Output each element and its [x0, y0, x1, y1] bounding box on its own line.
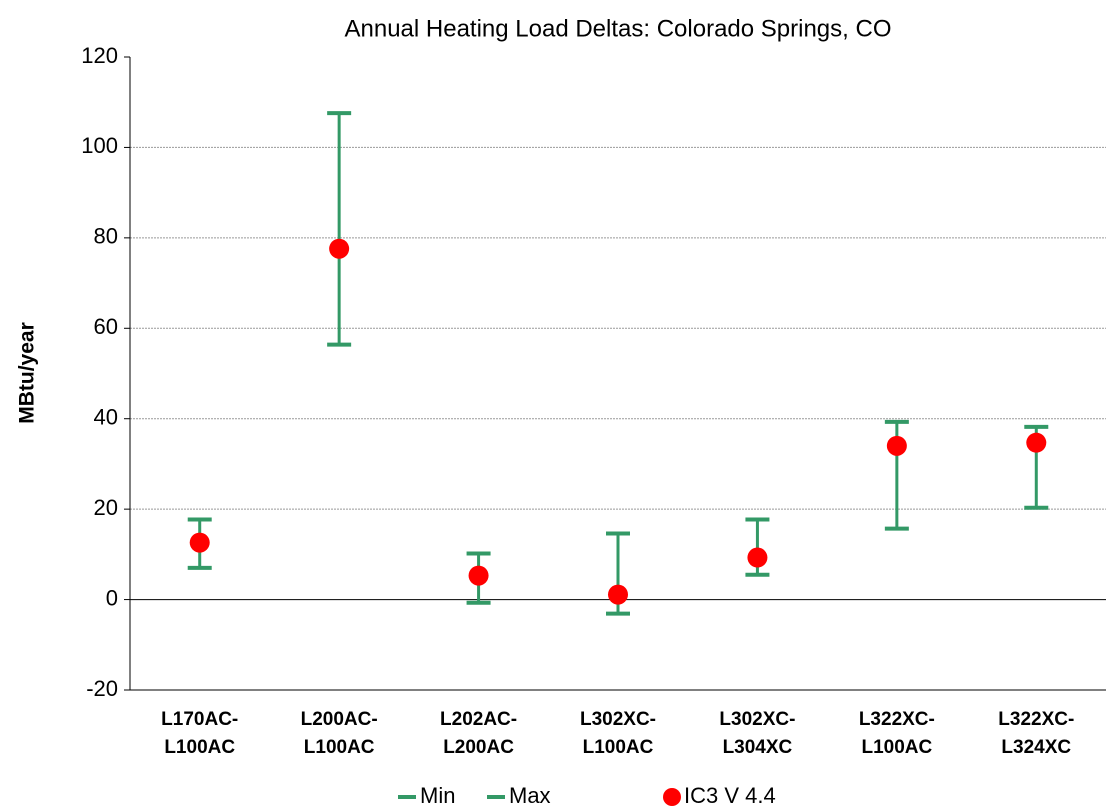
- legend-label: Max: [509, 783, 551, 808]
- point: [747, 547, 768, 568]
- y-tick-label: 100: [81, 133, 118, 158]
- point: [329, 238, 350, 259]
- y-tick-label: -20: [86, 676, 118, 701]
- x-tick-label: L324XC: [1001, 737, 1071, 758]
- y-tick-label: 80: [94, 224, 118, 249]
- y-tick-label: 0: [106, 585, 118, 610]
- x-tick-label: L200AC-: [301, 709, 378, 730]
- x-tick-label: L302XC-: [580, 709, 656, 730]
- y-tick-label: 20: [94, 495, 118, 520]
- y-tick-label: 60: [94, 314, 118, 339]
- point: [1026, 432, 1047, 453]
- x-tick-label: L304XC: [723, 737, 793, 758]
- y-tick-label: 40: [94, 405, 118, 430]
- legend-marker: [663, 788, 681, 806]
- point: [608, 584, 628, 605]
- chart-title: Annual Heating Load Deltas: Colorado Spr…: [345, 15, 892, 42]
- point: [886, 435, 907, 456]
- x-tick-label: L302XC-: [719, 709, 795, 730]
- x-tick-label: L322XC-: [998, 709, 1074, 730]
- point: [189, 532, 210, 553]
- x-tick-label: L170AC-: [161, 709, 238, 730]
- x-tick-label: L100AC: [304, 737, 375, 758]
- legend-label: IC3 V 4.4: [684, 783, 776, 808]
- point: [468, 565, 489, 586]
- x-tick-label: L100AC: [861, 737, 932, 758]
- x-tick-label: L202AC-: [440, 709, 517, 730]
- x-tick-label: L100AC: [583, 737, 654, 758]
- x-tick-label: L200AC: [443, 737, 514, 758]
- legend-label: Min: [420, 783, 455, 808]
- x-tick-label: L100AC: [164, 737, 235, 758]
- x-tick-label: L322XC-: [859, 709, 935, 730]
- y-tick-label: 120: [81, 43, 118, 68]
- y-axis-label: MBtu/year: [16, 322, 39, 424]
